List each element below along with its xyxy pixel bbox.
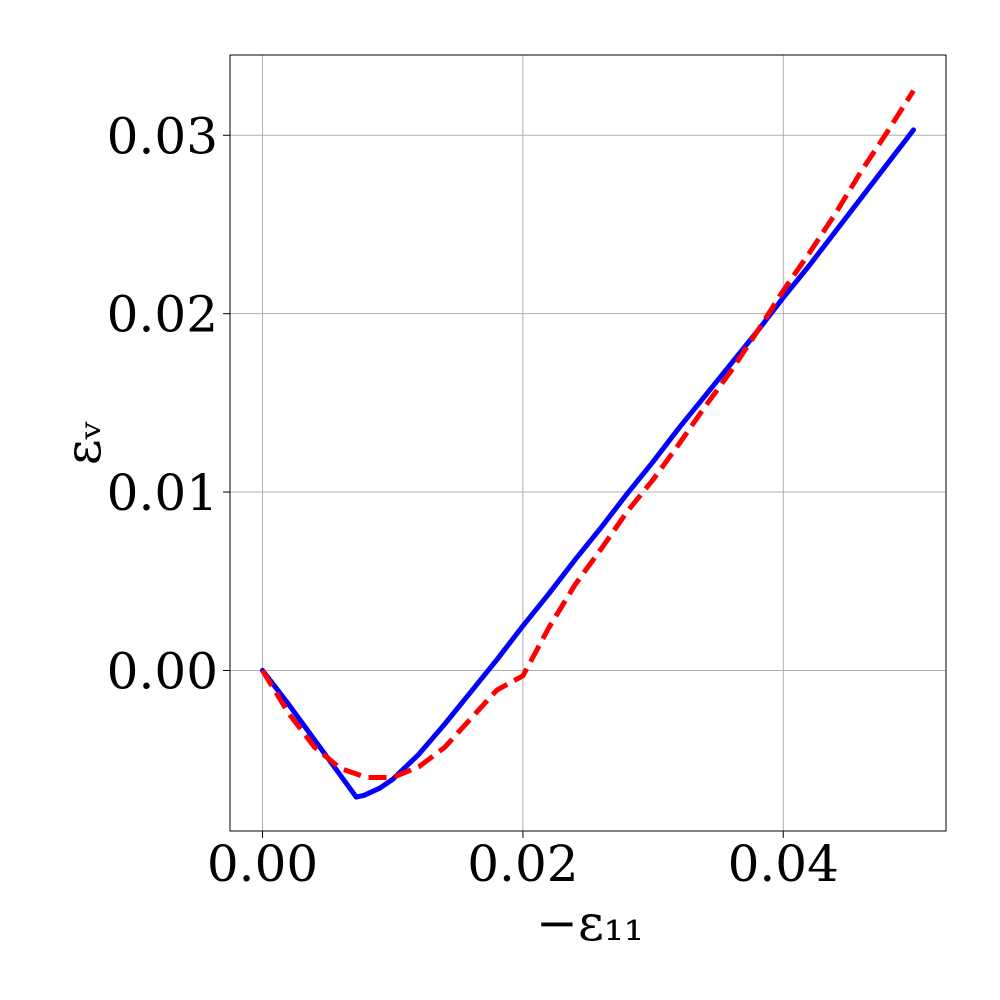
x-axis-label: −ε₁₁ [536,894,644,952]
x-axis-ticks: 0.00 0.02 0.04 [207,831,839,893]
series-layer [260,89,916,800]
y-axis-ticks: 0.00 0.01 0.02 0.03 [107,107,230,700]
blue-solid-series-line [260,127,916,800]
y-tick-label: 0.02 [107,286,218,344]
plot-frame [229,54,947,832]
y-tick-label: 0.00 [107,642,218,700]
y-tick-label: 0.03 [107,107,218,165]
grid [230,55,946,831]
x-tick-label: 0.02 [467,835,578,893]
y-tick-label: 0.01 [107,464,218,522]
x-tick-label: 0.04 [728,835,839,893]
red-dashed-series-line [260,89,916,780]
x-tick-label: 0.00 [207,835,318,893]
y-axis-label: εᵥ [54,421,112,466]
